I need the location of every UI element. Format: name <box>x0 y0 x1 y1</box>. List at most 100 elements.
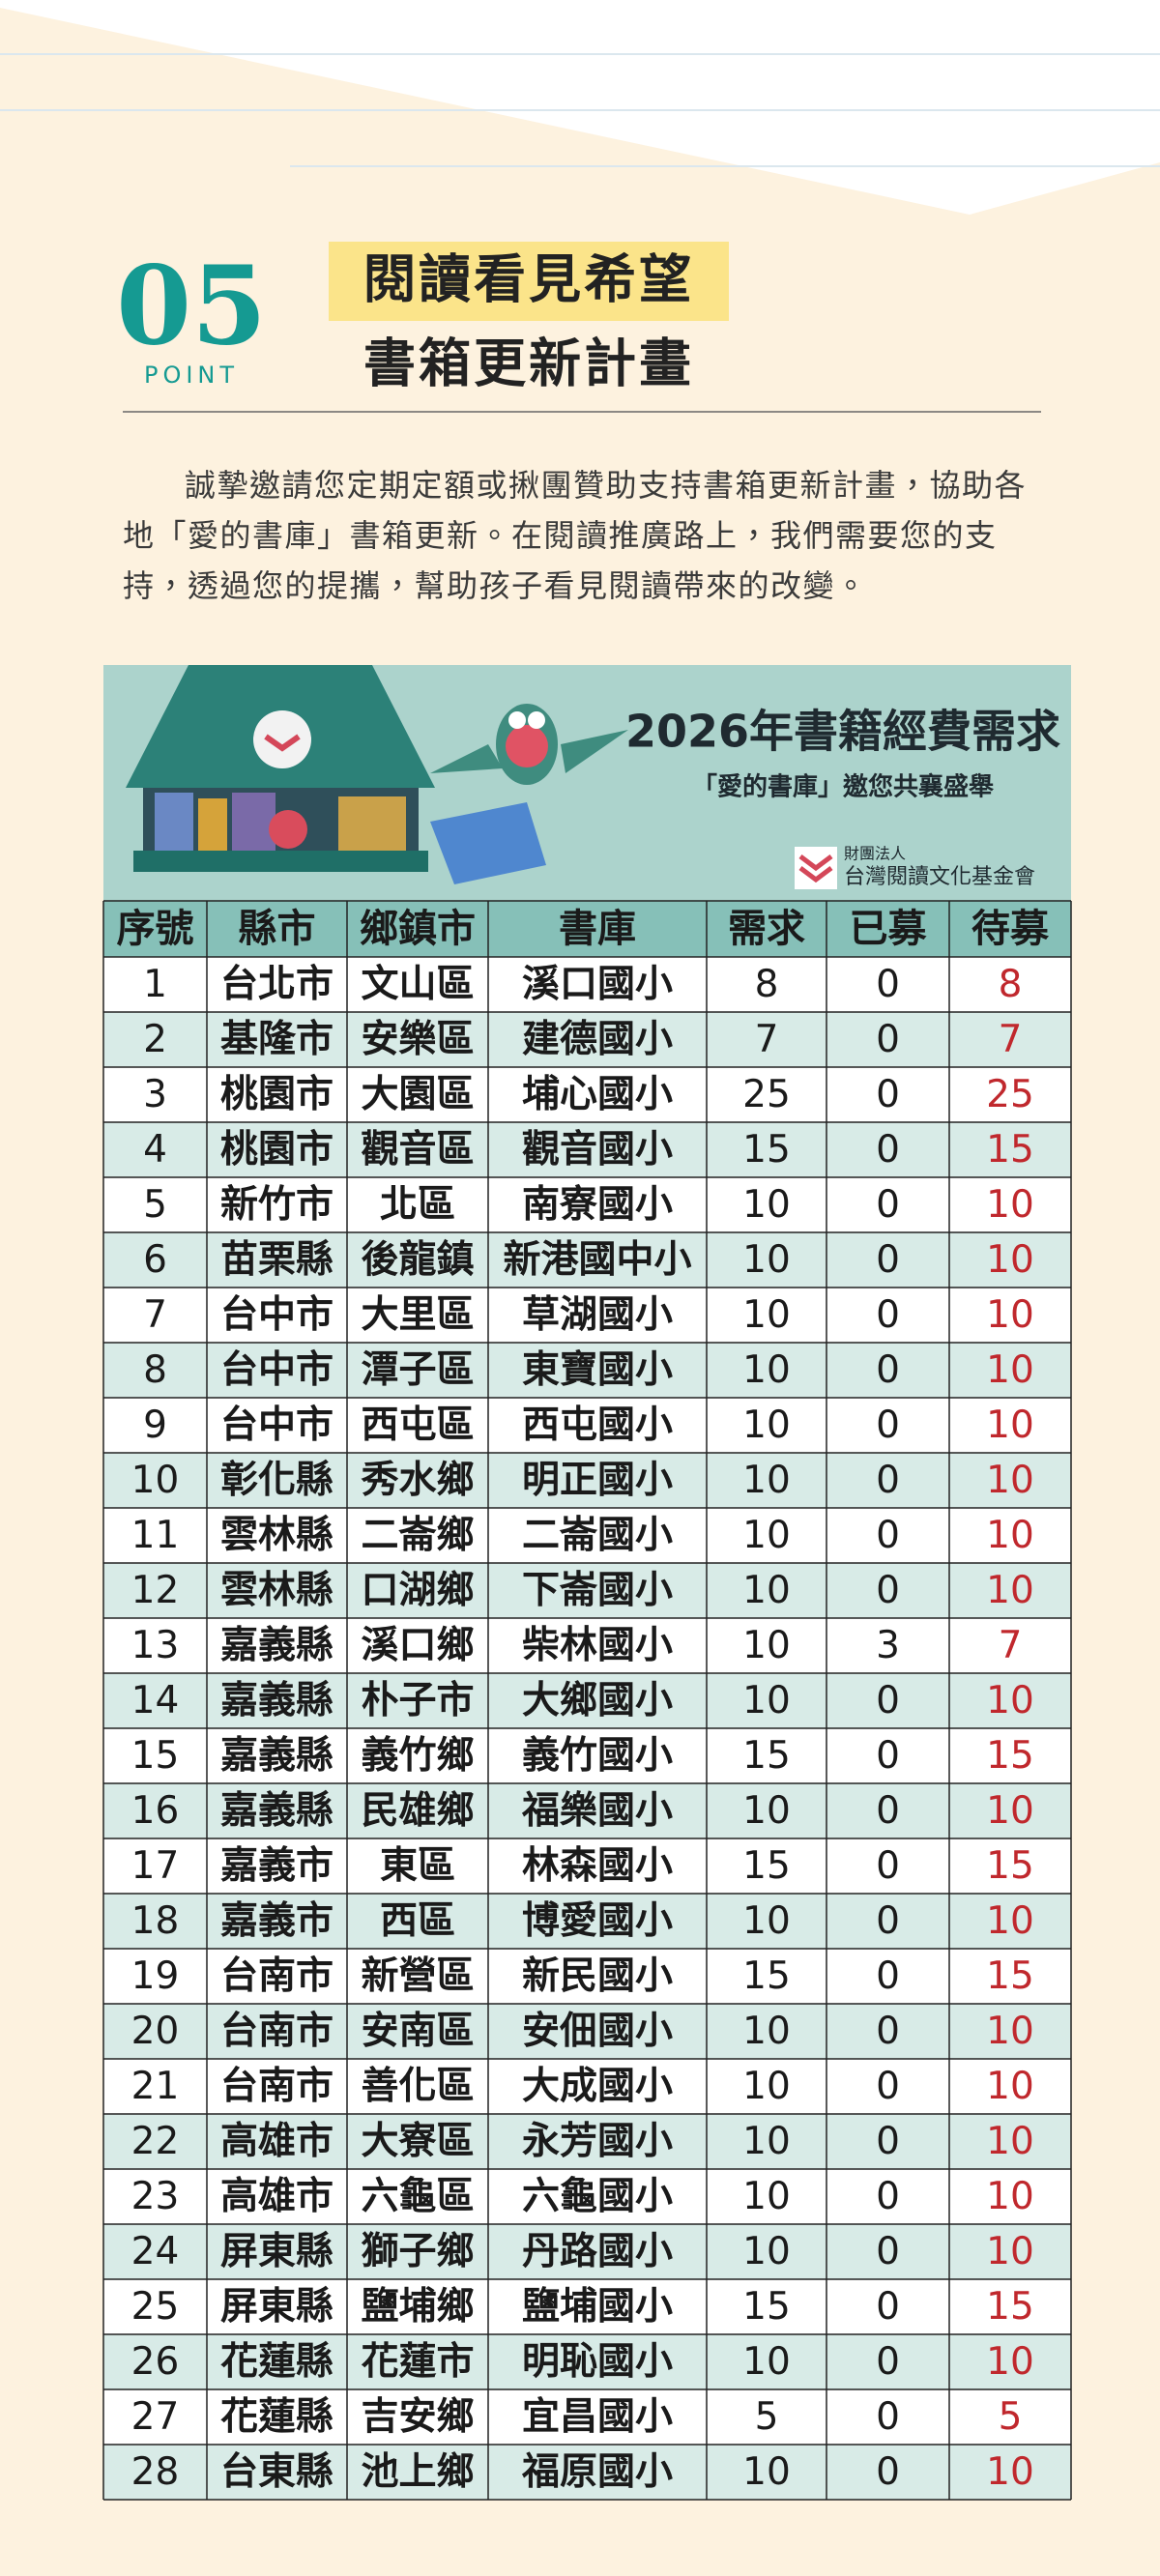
table-cell: 大園區 <box>361 1073 474 1116</box>
table-cell: 西區 <box>380 1899 455 1943</box>
table-cell: 16 <box>131 1789 180 1833</box>
table-cell: 17 <box>131 1844 180 1888</box>
table-cell: 柴林國小 <box>522 1624 673 1667</box>
table-cell: 10 <box>742 1624 791 1667</box>
table-cell: 0 <box>876 1128 900 1172</box>
table-cell: 10 <box>742 1789 791 1833</box>
table-cell: 25 <box>742 1073 791 1116</box>
table-cell: 0 <box>876 963 900 1006</box>
table-cell: 11 <box>131 1514 180 1557</box>
table-cell: 明正國小 <box>522 1459 673 1502</box>
table-cell: 二崙鄉 <box>361 1514 474 1557</box>
table-cell: 花蓮市 <box>361 2340 474 2384</box>
table-cell: 義竹鄉 <box>361 1734 474 1778</box>
table-cell: 6 <box>143 1238 167 1282</box>
table-cell: 20 <box>131 2010 180 2053</box>
title: 閱讀看見希望 <box>363 249 694 310</box>
table-cell: 28 <box>131 2450 180 2494</box>
table-cell: 0 <box>876 1459 900 1502</box>
table-row <box>103 1894 1071 1949</box>
header-cell: 需求 <box>728 907 805 951</box>
table-cell: 10 <box>131 1459 180 1502</box>
table-cell: 嘉義市 <box>220 1899 334 1943</box>
table-cell: 草湖國小 <box>522 1293 673 1337</box>
table-cell: 1 <box>143 963 167 1006</box>
table-cell: 7 <box>755 1018 779 1061</box>
table-cell: 10 <box>742 1514 791 1557</box>
table-cell: 六龜區 <box>361 2175 474 2218</box>
hut-logo <box>253 710 311 768</box>
table-cell: 鹽埔鄉 <box>361 2285 474 2329</box>
subtitle: 書箱更新計畫 <box>363 333 694 394</box>
table-cell: 吉安鄉 <box>361 2395 474 2439</box>
table-cell: 10 <box>986 2450 1034 2494</box>
table-cell: 10 <box>742 1293 791 1337</box>
table-cell: 台中市 <box>220 1348 334 1392</box>
table-cell: 0 <box>876 1238 900 1282</box>
table-cell: 二崙國小 <box>522 1514 673 1557</box>
table-cell: 10 <box>986 1404 1034 1447</box>
owl-eye <box>528 711 545 729</box>
table-cell: 0 <box>876 2175 900 2218</box>
table-row <box>103 1177 1071 1232</box>
table-cell: 台南市 <box>220 2065 334 2108</box>
table-cell: 0 <box>876 2450 900 2494</box>
table-cell: 0 <box>876 2340 900 2384</box>
table-cell: 10 <box>986 1293 1034 1337</box>
table-cell: 安南區 <box>361 2010 474 2053</box>
table-cell: 嘉義縣 <box>220 1679 334 1722</box>
table-cell: 0 <box>876 2120 900 2163</box>
table-cell: 桃園市 <box>220 1128 334 1172</box>
table-cell: 24 <box>131 2230 180 2273</box>
owl-small <box>269 810 307 849</box>
table-cell: 0 <box>876 2065 900 2108</box>
table-cell: 15 <box>986 1734 1034 1778</box>
table-cell: 10 <box>742 2065 791 2108</box>
table-cell: 池上鄉 <box>361 2450 474 2494</box>
table-cell: 15 <box>742 1954 791 1998</box>
hut-base <box>133 851 428 872</box>
table-cell: 鹽埔國小 <box>522 2285 673 2329</box>
table-cell: 10 <box>986 1899 1034 1943</box>
table-cell: 東寶國小 <box>522 1348 673 1392</box>
banner-subtitle: 「愛的書庫」邀您共襄盛舉 <box>692 772 995 802</box>
table-cell: 5 <box>755 2395 779 2439</box>
table-cell: 14 <box>131 1679 180 1722</box>
header-cell: 序號 <box>117 907 194 951</box>
table-cell: 秀水鄉 <box>360 1459 474 1502</box>
table-row <box>103 2279 1071 2334</box>
table-cell: 10 <box>742 2340 791 2384</box>
table-cell: 10 <box>742 1348 791 1392</box>
table-cell: 彰化縣 <box>220 1459 334 1502</box>
table-cell: 3 <box>876 1624 900 1667</box>
table-cell: 六龜國小 <box>522 2175 673 2218</box>
table-row <box>103 1453 1071 1508</box>
table-cell: 7 <box>143 1293 167 1337</box>
table-cell: 觀音國小 <box>522 1128 673 1172</box>
table-cell: 15 <box>986 1954 1034 1998</box>
table-cell: 林森國小 <box>522 1844 673 1888</box>
table-cell: 0 <box>876 2285 900 2329</box>
table-cell: 8 <box>143 1348 167 1392</box>
table-cell: 0 <box>876 1899 900 1943</box>
table-cell: 10 <box>986 2065 1034 2108</box>
table-cell: 10 <box>742 1899 791 1943</box>
table-cell: 嘉義縣 <box>220 1789 334 1833</box>
table-cell: 10 <box>986 1679 1034 1722</box>
table: 序號 縣市 鄉鎮市 書庫 需求 已募 待募 1 台北市 文山區 溪口國小 8 0 8 2 基隆市 安樂區 建德國小… <box>102 900 1072 2501</box>
table-cell: 雲林縣 <box>220 1569 334 1612</box>
table-cell: 0 <box>876 1018 900 1061</box>
table-cell: 口湖鄉 <box>361 1569 474 1612</box>
table-cell: 後龍鎮 <box>361 1238 474 1282</box>
table-cell: 台南市 <box>220 2010 334 2053</box>
table-row <box>103 2334 1071 2389</box>
table-cell: 西屯區 <box>361 1404 474 1447</box>
table-cell: 2 <box>143 1018 167 1061</box>
table-cell: 0 <box>876 1734 900 1778</box>
table-cell: 10 <box>986 1238 1034 1282</box>
table-cell: 10 <box>742 1404 791 1447</box>
table-cell: 嘉義市 <box>220 1844 334 1888</box>
table-cell: 15 <box>742 1844 791 1888</box>
table-cell: 0 <box>876 1679 900 1722</box>
